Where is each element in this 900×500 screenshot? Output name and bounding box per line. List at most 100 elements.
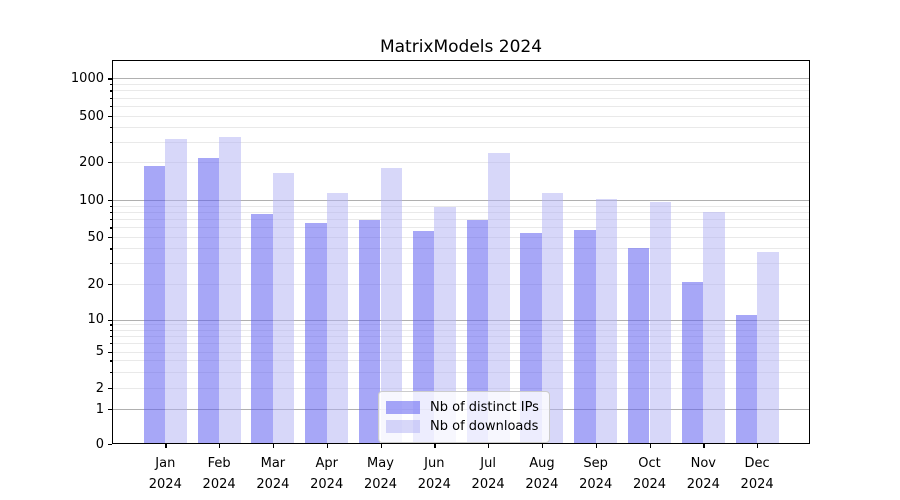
y-minor-tick-mark bbox=[109, 284, 112, 286]
chart-title: MatrixModels 2024 bbox=[379, 37, 543, 57]
y-minor-tick-mark bbox=[109, 219, 112, 221]
legend-item-downloads: Nb of downloads bbox=[386, 417, 539, 436]
x-tick-label-mar: Mar 2024 bbox=[243, 453, 303, 495]
bar-downloads-sep bbox=[595, 199, 618, 444]
bar-distinct-ips-may bbox=[358, 219, 381, 444]
x-tick-year: 2024 bbox=[202, 477, 236, 492]
bar-distinct-ips-jun bbox=[412, 230, 435, 444]
legend-swatch-distinct-ips bbox=[386, 401, 420, 414]
legend: Nb of distinct IPs Nb of downloads bbox=[378, 391, 550, 443]
y-minor-tick-mark bbox=[109, 116, 112, 118]
minor-gridline bbox=[112, 116, 810, 117]
x-tick-year: 2024 bbox=[471, 477, 505, 492]
bar-downloads-feb bbox=[219, 136, 241, 444]
x-tick-label-apr: Apr 2024 bbox=[297, 453, 357, 495]
y-minor-tick-mark bbox=[109, 237, 112, 239]
y-minor-tick-mark bbox=[109, 84, 112, 86]
y-minor-tick-mark bbox=[109, 227, 112, 229]
x-tick-mark bbox=[595, 444, 597, 448]
x-tick-mark bbox=[219, 444, 221, 448]
y-minor-tick-mark bbox=[109, 343, 112, 345]
y-minor-tick-mark bbox=[109, 335, 112, 338]
x-tick-mark bbox=[649, 444, 651, 448]
x-tick-mark bbox=[165, 444, 167, 448]
y-minor-tick-mark bbox=[109, 162, 112, 164]
minor-gridline bbox=[112, 141, 810, 143]
y-minor-tick-mark bbox=[109, 371, 112, 374]
bar-distinct-ips-jul bbox=[466, 219, 489, 444]
minor-gridline bbox=[112, 227, 810, 229]
x-tick-label-oct: Oct 2024 bbox=[620, 453, 680, 495]
y-tick-mark bbox=[108, 200, 112, 202]
minor-gridline bbox=[112, 90, 810, 92]
major-gridline bbox=[112, 78, 810, 80]
bar-downloads-apr bbox=[326, 192, 349, 444]
bar-distinct-ips-oct bbox=[627, 248, 650, 444]
x-tick-label-dec: Dec 2024 bbox=[727, 453, 787, 495]
x-tick-label-sep: Sep 2024 bbox=[566, 453, 626, 495]
y-minor-tick-mark bbox=[109, 248, 112, 250]
y-minor-tick-mark bbox=[109, 106, 112, 108]
bars-layer bbox=[112, 60, 810, 444]
bar-downloads-jun bbox=[434, 206, 456, 444]
legend-swatch-downloads bbox=[386, 420, 420, 433]
y-minor-tick-mark bbox=[109, 211, 112, 214]
x-tick-mark bbox=[434, 444, 436, 448]
minor-gridline bbox=[112, 219, 810, 221]
y-tick-label: 20 bbox=[87, 276, 104, 292]
minor-gridline bbox=[112, 248, 810, 250]
x-tick-year: 2024 bbox=[417, 477, 451, 492]
minor-gridline bbox=[112, 360, 810, 362]
bar-downloads-aug bbox=[541, 192, 564, 444]
x-tick-mark bbox=[326, 444, 328, 448]
y-minor-tick-mark bbox=[109, 324, 112, 326]
minor-gridline bbox=[112, 335, 810, 337]
x-tick-mark bbox=[488, 444, 490, 448]
x-tick-year: 2024 bbox=[256, 477, 290, 492]
bar-distinct-ips-sep bbox=[574, 230, 596, 444]
y-tick-mark bbox=[108, 409, 112, 411]
y-minor-tick-mark bbox=[109, 263, 112, 265]
bar-downloads-may bbox=[380, 167, 403, 444]
bar-distinct-ips-nov bbox=[681, 281, 704, 444]
minor-gridline bbox=[112, 237, 810, 238]
x-tick-mark bbox=[541, 444, 544, 448]
minor-gridline bbox=[112, 211, 810, 213]
bar-distinct-ips-jan bbox=[143, 166, 166, 444]
bar-downloads-dec bbox=[757, 252, 779, 444]
plot-area: Nb of distinct IPs Nb of downloads bbox=[112, 60, 810, 444]
x-tick-year: 2024 bbox=[310, 477, 344, 492]
y-minor-tick-mark bbox=[109, 351, 112, 353]
x-tick-label-may: May 2024 bbox=[351, 453, 411, 495]
x-tick-label-jul: Jul 2024 bbox=[458, 453, 518, 495]
x-tick-year: 2024 bbox=[525, 477, 559, 492]
minor-gridline bbox=[112, 263, 810, 265]
legend-label-distinct-ips: Nb of distinct IPs bbox=[430, 400, 539, 415]
minor-gridline bbox=[112, 371, 810, 373]
y-tick-label: 10 bbox=[87, 312, 104, 327]
x-tick-label-jun: Jun 2024 bbox=[404, 453, 464, 495]
x-tick-year: 2024 bbox=[686, 477, 720, 492]
x-tick-label-feb: Feb 2024 bbox=[189, 453, 249, 495]
y-tick-label: 100 bbox=[79, 192, 104, 208]
x-tick-mark bbox=[757, 444, 759, 448]
x-tick-mark bbox=[380, 444, 382, 448]
bar-downloads-jul bbox=[488, 153, 510, 444]
minor-gridline bbox=[112, 162, 810, 163]
grid-layer bbox=[112, 60, 810, 444]
x-tick-label-aug: Aug 2024 bbox=[512, 453, 572, 495]
y-minor-tick-mark bbox=[109, 97, 112, 99]
x-tick-year: 2024 bbox=[579, 477, 613, 492]
major-gridline bbox=[112, 200, 810, 201]
minor-gridline bbox=[112, 97, 810, 99]
bar-distinct-ips-apr bbox=[305, 223, 327, 444]
x-tick-year: 2024 bbox=[740, 477, 774, 492]
y-minor-tick-mark bbox=[109, 360, 112, 362]
bar-distinct-ips-mar bbox=[251, 213, 273, 444]
minor-gridline bbox=[112, 329, 810, 331]
legend-item-distinct-ips: Nb of distinct IPs bbox=[386, 398, 539, 417]
legend-label-downloads: Nb of downloads bbox=[430, 419, 539, 434]
minor-gridline bbox=[112, 127, 810, 129]
y-minor-tick-mark bbox=[109, 388, 112, 390]
y-minor-tick-mark bbox=[109, 141, 112, 143]
